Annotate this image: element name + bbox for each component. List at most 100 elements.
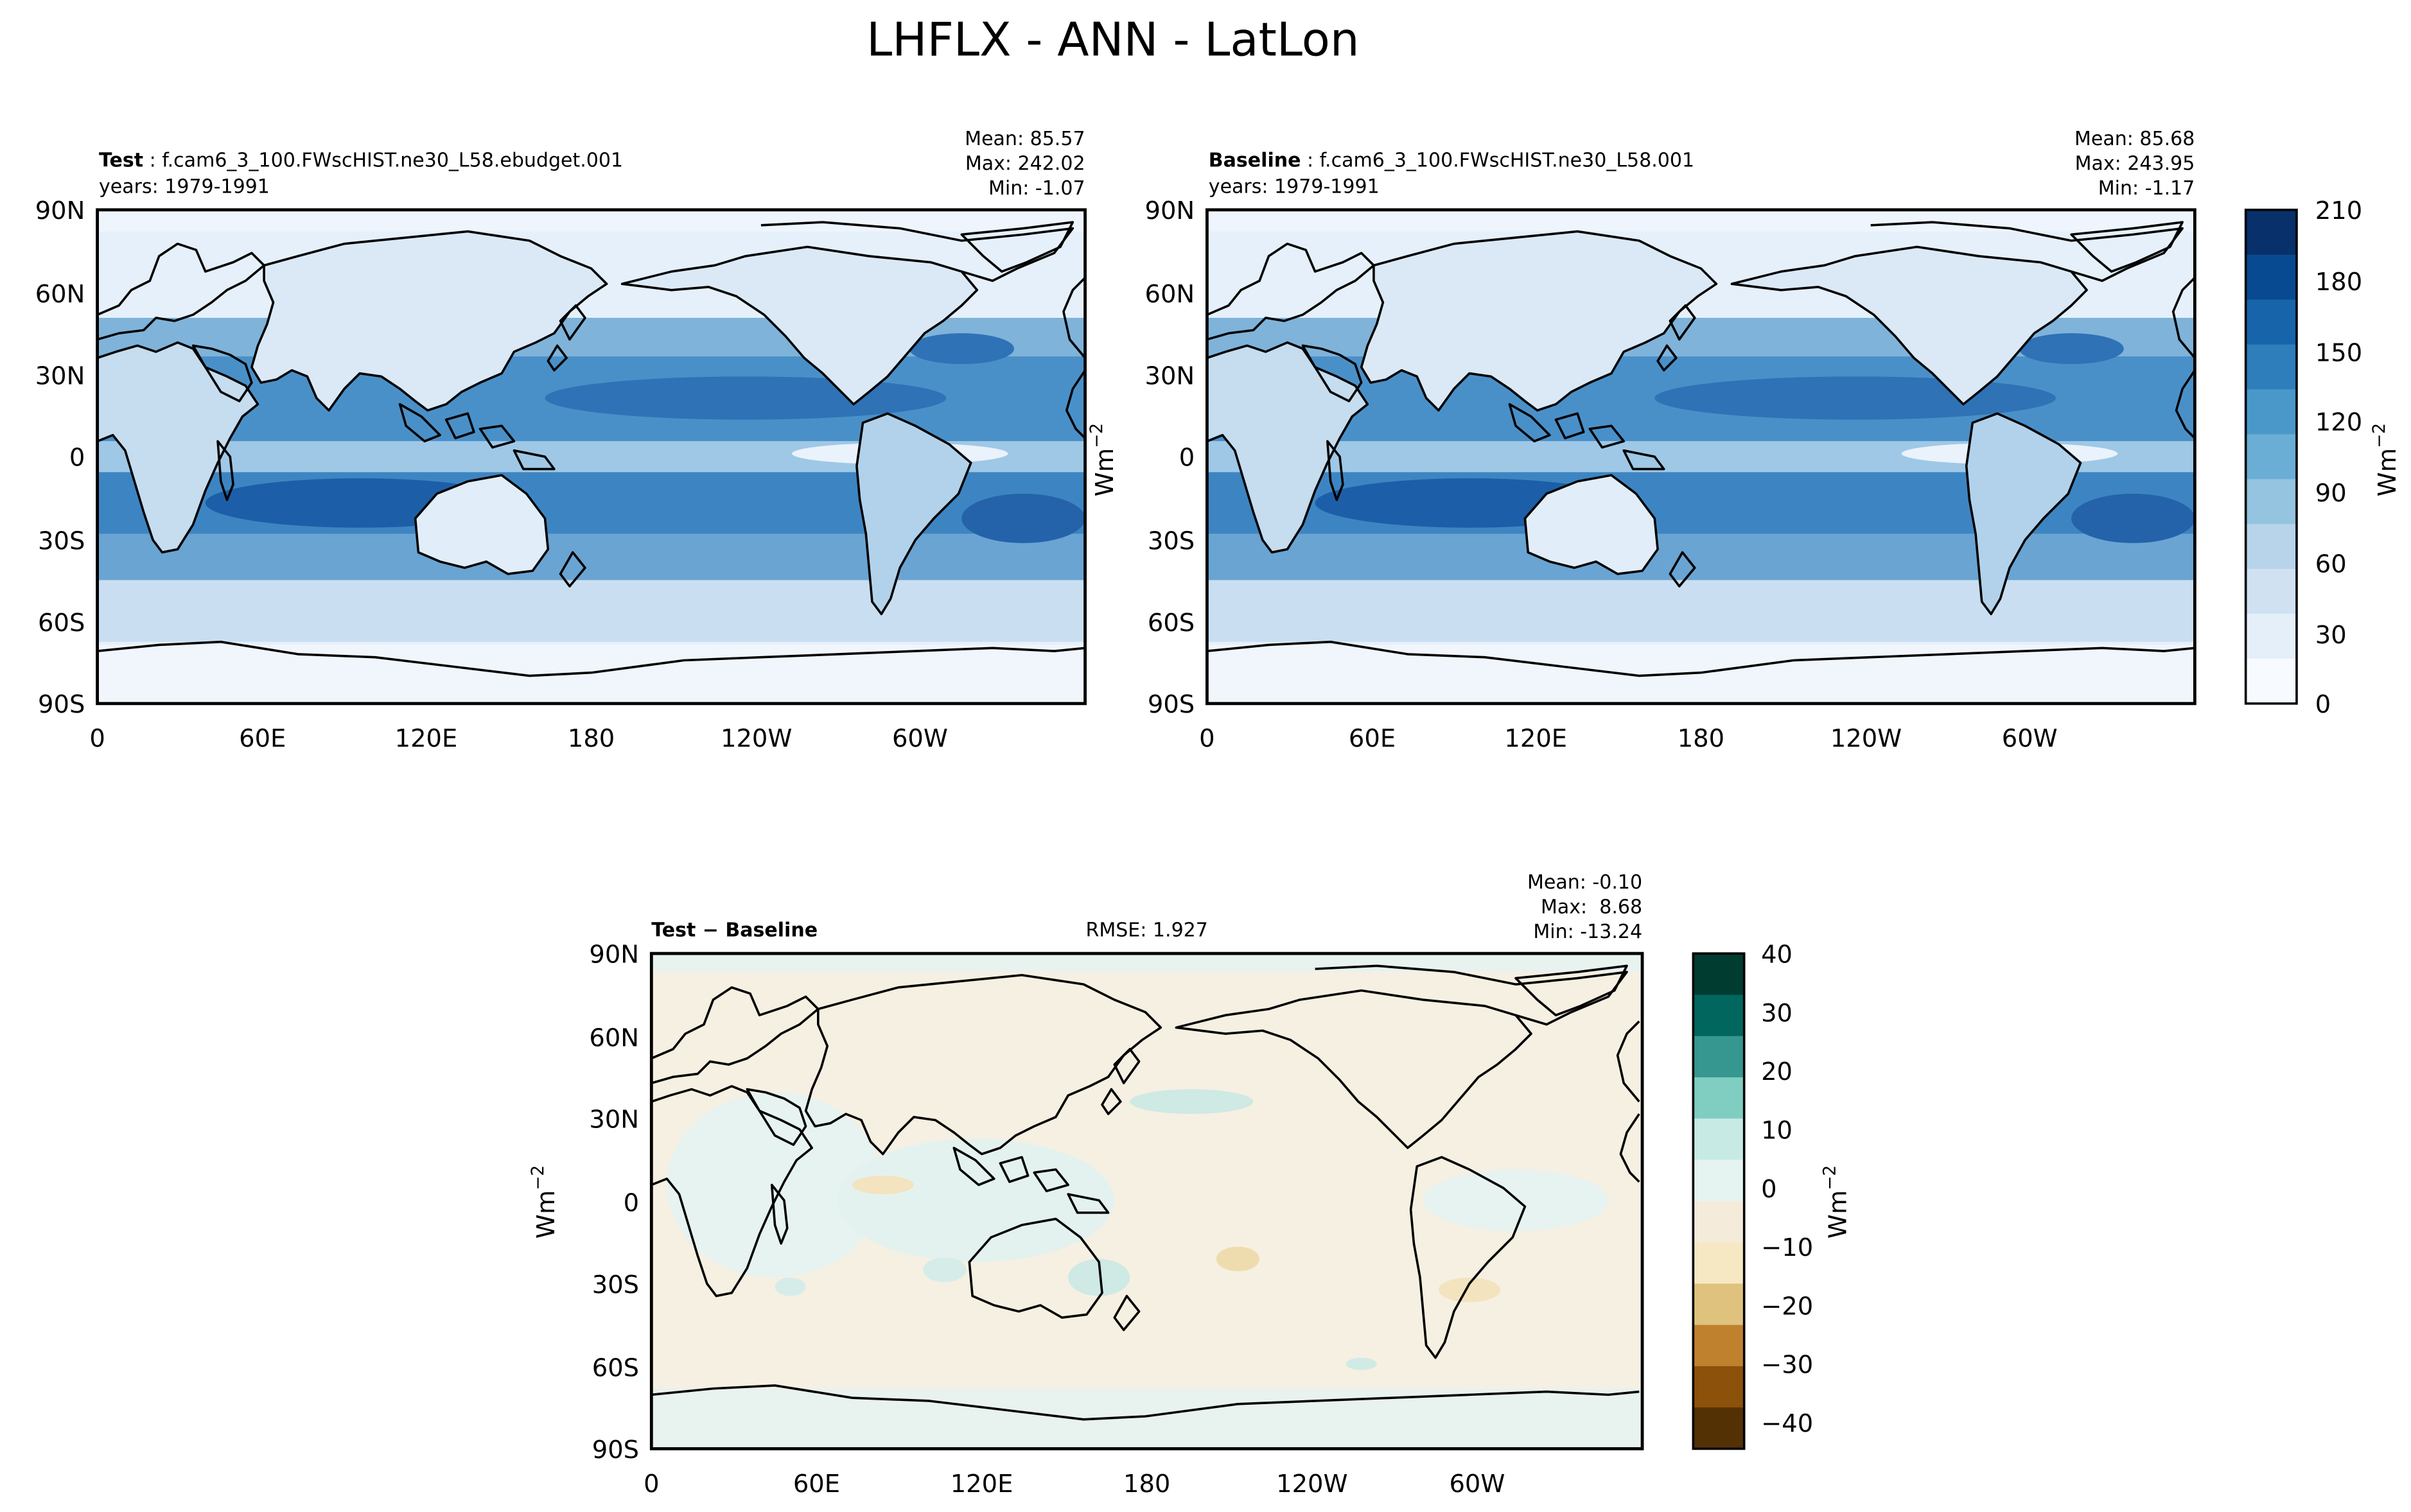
test-panel: Test : f.cam6_3_100.FWscHIST.ne30_L58.eb…	[35, 128, 1087, 753]
colorbar-diverging-units: Wm−2	[1819, 1165, 1852, 1238]
diff-map	[649, 952, 1644, 1450]
lon-tick-label: 120W	[1276, 1470, 1347, 1499]
lat-tick-label: 90N	[589, 941, 639, 969]
svg-text:Baseline : f.cam6_3_100.FWscHI: Baseline : f.cam6_3_100.FWscHIST.ne30_L5…	[1209, 150, 1694, 172]
test-stat-max: Max: 242.02	[965, 152, 1085, 175]
test-stat-min: Min: -1.07	[988, 177, 1085, 200]
lat-tick-label: 60N	[589, 1023, 639, 1052]
colorbar-tick-label: 0	[1761, 1175, 1776, 1204]
baseline-years: years: 1979-1991	[1209, 175, 1380, 198]
baseline-label-case: : f.cam6_3_100.FWscHIST.ne30_L58.001	[1301, 150, 1694, 172]
colorbar-swatch	[2245, 434, 2297, 480]
test-label-case: : f.cam6_3_100.FWscHIST.ne30_L58.ebudget…	[143, 150, 623, 172]
lon-tick-label: 60E	[1349, 724, 1396, 753]
diff-stat-mean: Mean: -0.10	[1527, 871, 1642, 894]
colorbar-tick-label: 120	[2315, 408, 2362, 437]
baseline-units-label: Wm−2	[1087, 423, 1119, 496]
colorbar-swatch	[2245, 613, 2297, 660]
colorbar-swatch	[2245, 479, 2297, 525]
colorbar-swatch	[1693, 1118, 1744, 1161]
lon-tick-label: 0	[89, 724, 105, 753]
lat-tick-label: 60N	[35, 280, 85, 309]
lon-tick-label: 180	[568, 724, 615, 753]
colorbar-diverging-swatches	[1693, 953, 1744, 1450]
baseline-lon-axis: 0 60E 120E 180 120W 60W	[1199, 724, 2058, 753]
baseline-stat-mean: Mean: 85.68	[2074, 128, 2195, 150]
lat-tick-label: 60N	[1145, 280, 1195, 309]
test-years: years: 1979-1991	[99, 175, 270, 198]
colorbar-tick-label: 60	[2315, 550, 2347, 579]
colorbar-swatch	[1693, 1036, 1744, 1079]
lat-tick-label: 90N	[1145, 196, 1195, 225]
lon-tick-label: 60E	[793, 1470, 840, 1499]
colorbar-tick-label: 30	[2315, 621, 2347, 650]
colorbar-swatch	[1693, 1407, 1744, 1450]
lon-tick-label: 60W	[1449, 1470, 1505, 1499]
lon-tick-label: 0	[1199, 724, 1214, 753]
lat-tick-label: 60S	[1148, 609, 1195, 638]
colorbar-tick-label: 10	[1761, 1116, 1793, 1145]
colorbar-tick-label: 150	[2315, 338, 2362, 367]
baseline-lat-axis: 90N 60N 30N 0 30S 60S 90S	[1145, 196, 1195, 719]
colorbar-tick-label: 210	[2315, 196, 2362, 225]
diff-rmse: RMSE: 1.927	[1086, 919, 1208, 942]
lat-tick-label: 0	[624, 1188, 639, 1217]
colorbar-swatch	[1693, 995, 1744, 1037]
colorbar-tick-label: 20	[1761, 1057, 1793, 1086]
lon-tick-label: 120E	[1504, 724, 1567, 753]
diff-stat-min: Min: -13.24	[1533, 921, 1642, 943]
lat-tick-label: 30S	[592, 1271, 639, 1299]
colorbar-tick-label: −30	[1761, 1351, 1813, 1380]
diff-lat-axis: 90N 60N 30N 0 30S 60S 90S	[589, 941, 639, 1464]
colorbar-diverging: 40 30 20 10 0 −10 −20 −30 −40 Wm−2	[1692, 941, 1852, 1450]
colorbar-swatch	[1693, 953, 1744, 996]
lon-tick-label: 120W	[721, 724, 792, 753]
lat-tick-label: 90S	[1148, 690, 1195, 719]
colorbar-tick-label: 40	[1761, 941, 1793, 969]
colorbar-swatch	[2245, 344, 2297, 390]
colorbar-swatch	[1693, 1242, 1744, 1285]
baseline-map	[1205, 208, 2196, 706]
colorbar-swatch	[2245, 658, 2297, 704]
colorbar-diverging-ticks: 40 30 20 10 0 −10 −20 −30 −40	[1761, 941, 1813, 1439]
lon-tick-label: 0	[644, 1470, 659, 1499]
diff-panel: Test − Baseline RMSE: 1.927 Mean: -0.10 …	[528, 871, 1644, 1499]
diff-stat-max: Max: 8.68	[1541, 896, 1642, 919]
colorbar-blues-swatches	[2245, 209, 2297, 704]
test-label-bold: Test	[99, 150, 143, 172]
colorbar-swatch	[2245, 299, 2297, 345]
lat-tick-label: 90S	[38, 690, 85, 719]
lat-tick-label: 30S	[1148, 526, 1195, 555]
lat-tick-label: 0	[1179, 444, 1195, 473]
colorbar-swatch	[1693, 1201, 1744, 1244]
lon-tick-label: 60E	[239, 724, 286, 753]
colorbar-swatch	[1693, 1283, 1744, 1326]
colorbar-blues: 210 180 150 120 90 60 30 0 Wm−2	[2244, 196, 2402, 719]
diff-lon-axis: 0 60E 120E 180 120W 60W	[644, 1470, 1505, 1499]
baseline-stat-min: Min: -1.17	[2098, 177, 2195, 200]
lon-tick-label: 180	[1678, 724, 1724, 753]
baseline-panel: Baseline : f.cam6_3_100.FWscHIST.ne30_L5…	[1087, 128, 2196, 753]
figure-title: LHFLX - ANN - LatLon	[866, 13, 1359, 67]
lon-tick-label: 120E	[395, 724, 458, 753]
lat-tick-label: 30N	[35, 361, 85, 390]
lat-tick-label: 30S	[38, 526, 85, 555]
baseline-label-bold: Baseline	[1209, 150, 1301, 172]
lat-tick-label: 90N	[35, 196, 85, 225]
colorbar-tick-label: −10	[1761, 1233, 1813, 1262]
diff-units-label: Wm−2	[528, 1165, 561, 1238]
colorbar-tick-label: −40	[1761, 1409, 1813, 1438]
colorbar-swatch	[1693, 1325, 1744, 1368]
colorbar-swatch	[2245, 209, 2297, 256]
colorbar-blues-units: Wm−2	[2369, 423, 2402, 496]
lon-tick-label: 120E	[951, 1470, 1013, 1499]
lat-tick-label: 60S	[38, 609, 85, 638]
lat-tick-label: 0	[69, 444, 85, 473]
colorbar-swatch	[1693, 1366, 1744, 1409]
lat-tick-label: 60S	[592, 1354, 639, 1383]
baseline-stat-max: Max: 243.95	[2075, 152, 2195, 175]
colorbar-swatch	[2245, 524, 2297, 570]
test-lat-axis: 90N 60N 30N 0 30S 60S 90S	[35, 196, 85, 719]
test-lon-axis: 0 60E 120E 180 120W 60W	[89, 724, 948, 753]
